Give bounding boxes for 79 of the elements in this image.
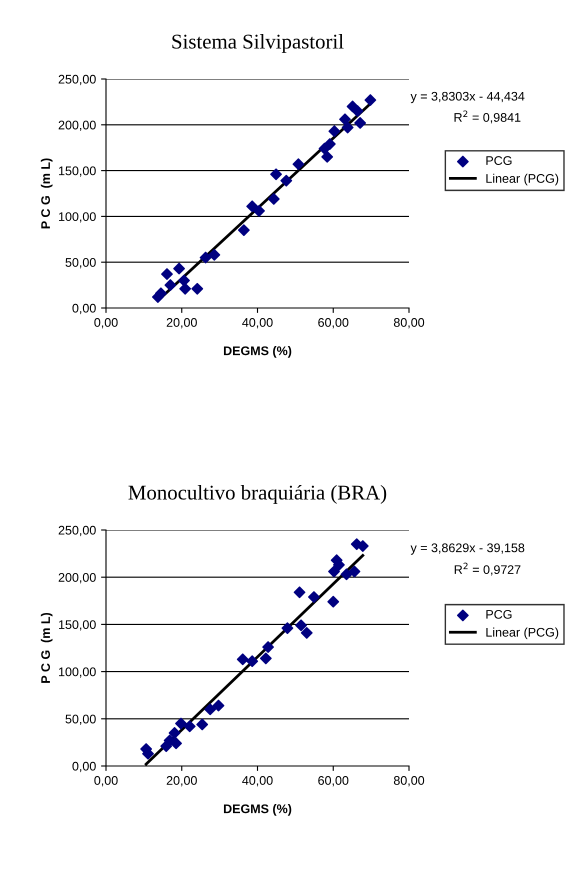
y-tick-label: 100,00: [59, 667, 96, 678]
point: [328, 125, 340, 138]
point: [208, 248, 220, 261]
y-tick-label: 150,00: [59, 620, 96, 631]
x-tick-label: 40,00: [242, 776, 273, 786]
legend-label: PCG: [486, 610, 512, 619]
point: [175, 718, 187, 730]
y-tick-label: 0,00: [72, 304, 96, 314]
point: [196, 718, 208, 730]
point: [184, 720, 196, 732]
point: [342, 122, 354, 134]
point: [280, 174, 292, 187]
legend-label: PCG: [486, 156, 512, 166]
point: [246, 655, 258, 668]
point: [173, 262, 185, 275]
x-tick-label: 40,00: [242, 318, 273, 328]
point: [321, 150, 334, 163]
y-tick-label: 200,00: [58, 120, 96, 131]
point: [253, 205, 265, 217]
x-tick-label: 20,00: [166, 318, 197, 328]
point: [168, 727, 180, 739]
x-axis-title: DEGMS (%): [224, 346, 292, 358]
point: [204, 703, 216, 716]
point: [270, 168, 282, 180]
y-axis-title: P C G (m L): [40, 612, 52, 683]
point: [328, 566, 340, 578]
text: y = 3,8629x - 39,158: [410, 543, 524, 555]
y-tick-label: 100,00: [59, 212, 96, 223]
x-tick-label: 80,00: [394, 318, 424, 328]
point: [282, 622, 294, 634]
text: R$^{2}$ = 0,9727: [454, 562, 520, 576]
x-tick-label: 60,00: [318, 318, 348, 328]
y-tick-label: 250,00: [58, 74, 96, 86]
y-tick-label: 50,00: [66, 714, 96, 725]
y-tick-label: 200,00: [58, 573, 96, 584]
point: [327, 596, 340, 608]
point: [294, 586, 306, 598]
point: [364, 94, 376, 106]
y-tick-label: 250,00: [58, 526, 96, 536]
point: [179, 282, 192, 295]
y-tick-label: 150,00: [59, 166, 96, 177]
x-tick-label: 0,00: [94, 318, 118, 328]
point: [308, 591, 320, 603]
y-tick-label: 50,00: [66, 258, 96, 268]
x-tick-label: 80,00: [394, 776, 424, 786]
point: [178, 274, 190, 286]
point: [161, 268, 173, 280]
point: [238, 224, 250, 236]
point: [236, 653, 249, 666]
y-tick-label: 0,00: [72, 762, 96, 772]
point: [352, 105, 364, 117]
point: [260, 652, 272, 664]
point: [262, 641, 274, 653]
chart-title: Monocultivo braquiária (BRA): [128, 484, 386, 504]
point: [200, 252, 212, 264]
x-tick-label: 0,00: [94, 776, 118, 786]
text: y = 3,8303x - 44,434: [410, 92, 524, 104]
point: [348, 566, 360, 578]
point: [170, 737, 182, 750]
x-tick-label: 20,00: [166, 776, 197, 786]
point: [164, 279, 176, 291]
point: [212, 700, 224, 712]
x-axis-title: DEGMS (%): [224, 804, 292, 816]
point: [268, 193, 280, 205]
legend-label: Linear (PCG): [486, 174, 558, 186]
point: [354, 117, 366, 129]
text: R$^{2}$ = 0,9841: [454, 110, 520, 124]
y-axis-title: P C G (m L): [40, 158, 52, 228]
point: [324, 138, 336, 150]
point: [300, 627, 313, 639]
point: [246, 200, 258, 212]
x-tick-label: 60,00: [318, 776, 348, 786]
point: [292, 158, 304, 170]
legend-label: Linear (PCG): [486, 628, 558, 640]
point: [339, 113, 351, 126]
point: [295, 619, 307, 632]
point: [340, 568, 352, 580]
point: [191, 282, 204, 295]
chart-title: Sistema Silvipastoril: [172, 34, 344, 53]
